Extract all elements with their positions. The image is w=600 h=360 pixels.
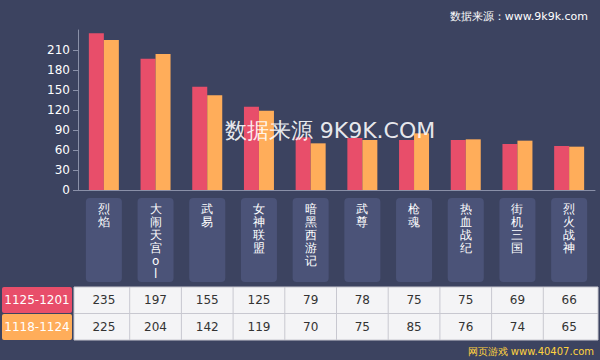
svg-text:66: 66 [562, 293, 577, 307]
svg-text:o: o [152, 254, 159, 268]
svg-text:网页游戏 www.40407.com: 网页游戏 www.40407.com [468, 346, 594, 357]
svg-text:宫: 宫 [150, 241, 162, 255]
svg-text:数据来源：www.9k9k.com: 数据来源：www.9k9k.com [450, 10, 588, 23]
svg-text:记: 记 [305, 254, 317, 268]
svg-text:神: 神 [253, 215, 265, 229]
svg-text:游: 游 [305, 241, 317, 255]
svg-text:暗: 暗 [305, 202, 317, 216]
svg-text:120: 120 [47, 103, 70, 117]
svg-text:30: 30 [55, 163, 70, 177]
svg-text:闹: 闹 [150, 215, 162, 229]
svg-text:大: 大 [150, 202, 162, 216]
svg-text:142: 142 [196, 320, 219, 334]
svg-text:150: 150 [47, 83, 70, 97]
svg-text:枪: 枪 [408, 202, 420, 216]
svg-text:烈: 烈 [98, 202, 110, 216]
svg-text:焰: 焰 [98, 215, 110, 229]
svg-text:60: 60 [55, 143, 70, 157]
svg-text:纪: 纪 [460, 241, 472, 255]
svg-text:0: 0 [62, 183, 70, 197]
svg-text:武: 武 [356, 202, 368, 216]
svg-text:热: 热 [460, 202, 472, 216]
svg-text:尊: 尊 [356, 215, 368, 229]
svg-text:烈: 烈 [563, 202, 575, 216]
svg-text:70: 70 [303, 320, 318, 334]
svg-text:204: 204 [144, 320, 167, 334]
svg-text:90: 90 [55, 123, 70, 137]
svg-text:125: 125 [247, 293, 270, 307]
svg-text:血: 血 [460, 215, 472, 229]
svg-text:战: 战 [563, 228, 575, 242]
svg-text:女: 女 [253, 202, 265, 216]
svg-text:天: 天 [150, 228, 162, 242]
svg-text:街: 街 [511, 202, 523, 216]
svg-text:1118-1124: 1118-1124 [4, 320, 69, 334]
svg-text:75: 75 [355, 320, 370, 334]
svg-text:国: 国 [511, 241, 523, 255]
svg-text:魂: 魂 [408, 215, 420, 229]
svg-text:210: 210 [47, 43, 70, 57]
svg-text:76: 76 [458, 320, 473, 334]
svg-text:黑: 黑 [305, 215, 317, 229]
svg-text:75: 75 [406, 293, 421, 307]
svg-text:盟: 盟 [253, 241, 265, 255]
svg-text:225: 225 [92, 320, 115, 334]
svg-text:75: 75 [458, 293, 473, 307]
svg-text:197: 197 [144, 293, 167, 307]
svg-text:65: 65 [562, 320, 577, 334]
svg-text:155: 155 [196, 293, 219, 307]
svg-text:1125-1201: 1125-1201 [4, 293, 69, 307]
svg-text:神: 神 [563, 241, 575, 255]
svg-text:易: 易 [201, 215, 213, 229]
svg-text:三: 三 [511, 228, 523, 242]
svg-text:69: 69 [510, 293, 525, 307]
svg-text:西: 西 [305, 228, 317, 242]
svg-text:战: 战 [460, 228, 472, 242]
svg-text:联: 联 [253, 228, 265, 242]
svg-text:85: 85 [406, 320, 421, 334]
svg-text:机: 机 [511, 215, 523, 229]
svg-text:l: l [154, 267, 157, 281]
svg-text:74: 74 [510, 320, 525, 334]
svg-text:180: 180 [47, 63, 70, 77]
svg-text:79: 79 [303, 293, 318, 307]
svg-text:78: 78 [355, 293, 370, 307]
svg-text:119: 119 [247, 320, 270, 334]
svg-text:火: 火 [563, 215, 575, 229]
svg-text:235: 235 [92, 293, 115, 307]
svg-text:数据来源 9K9K.COM: 数据来源 9K9K.COM [225, 118, 436, 143]
svg-text:武: 武 [201, 202, 213, 216]
